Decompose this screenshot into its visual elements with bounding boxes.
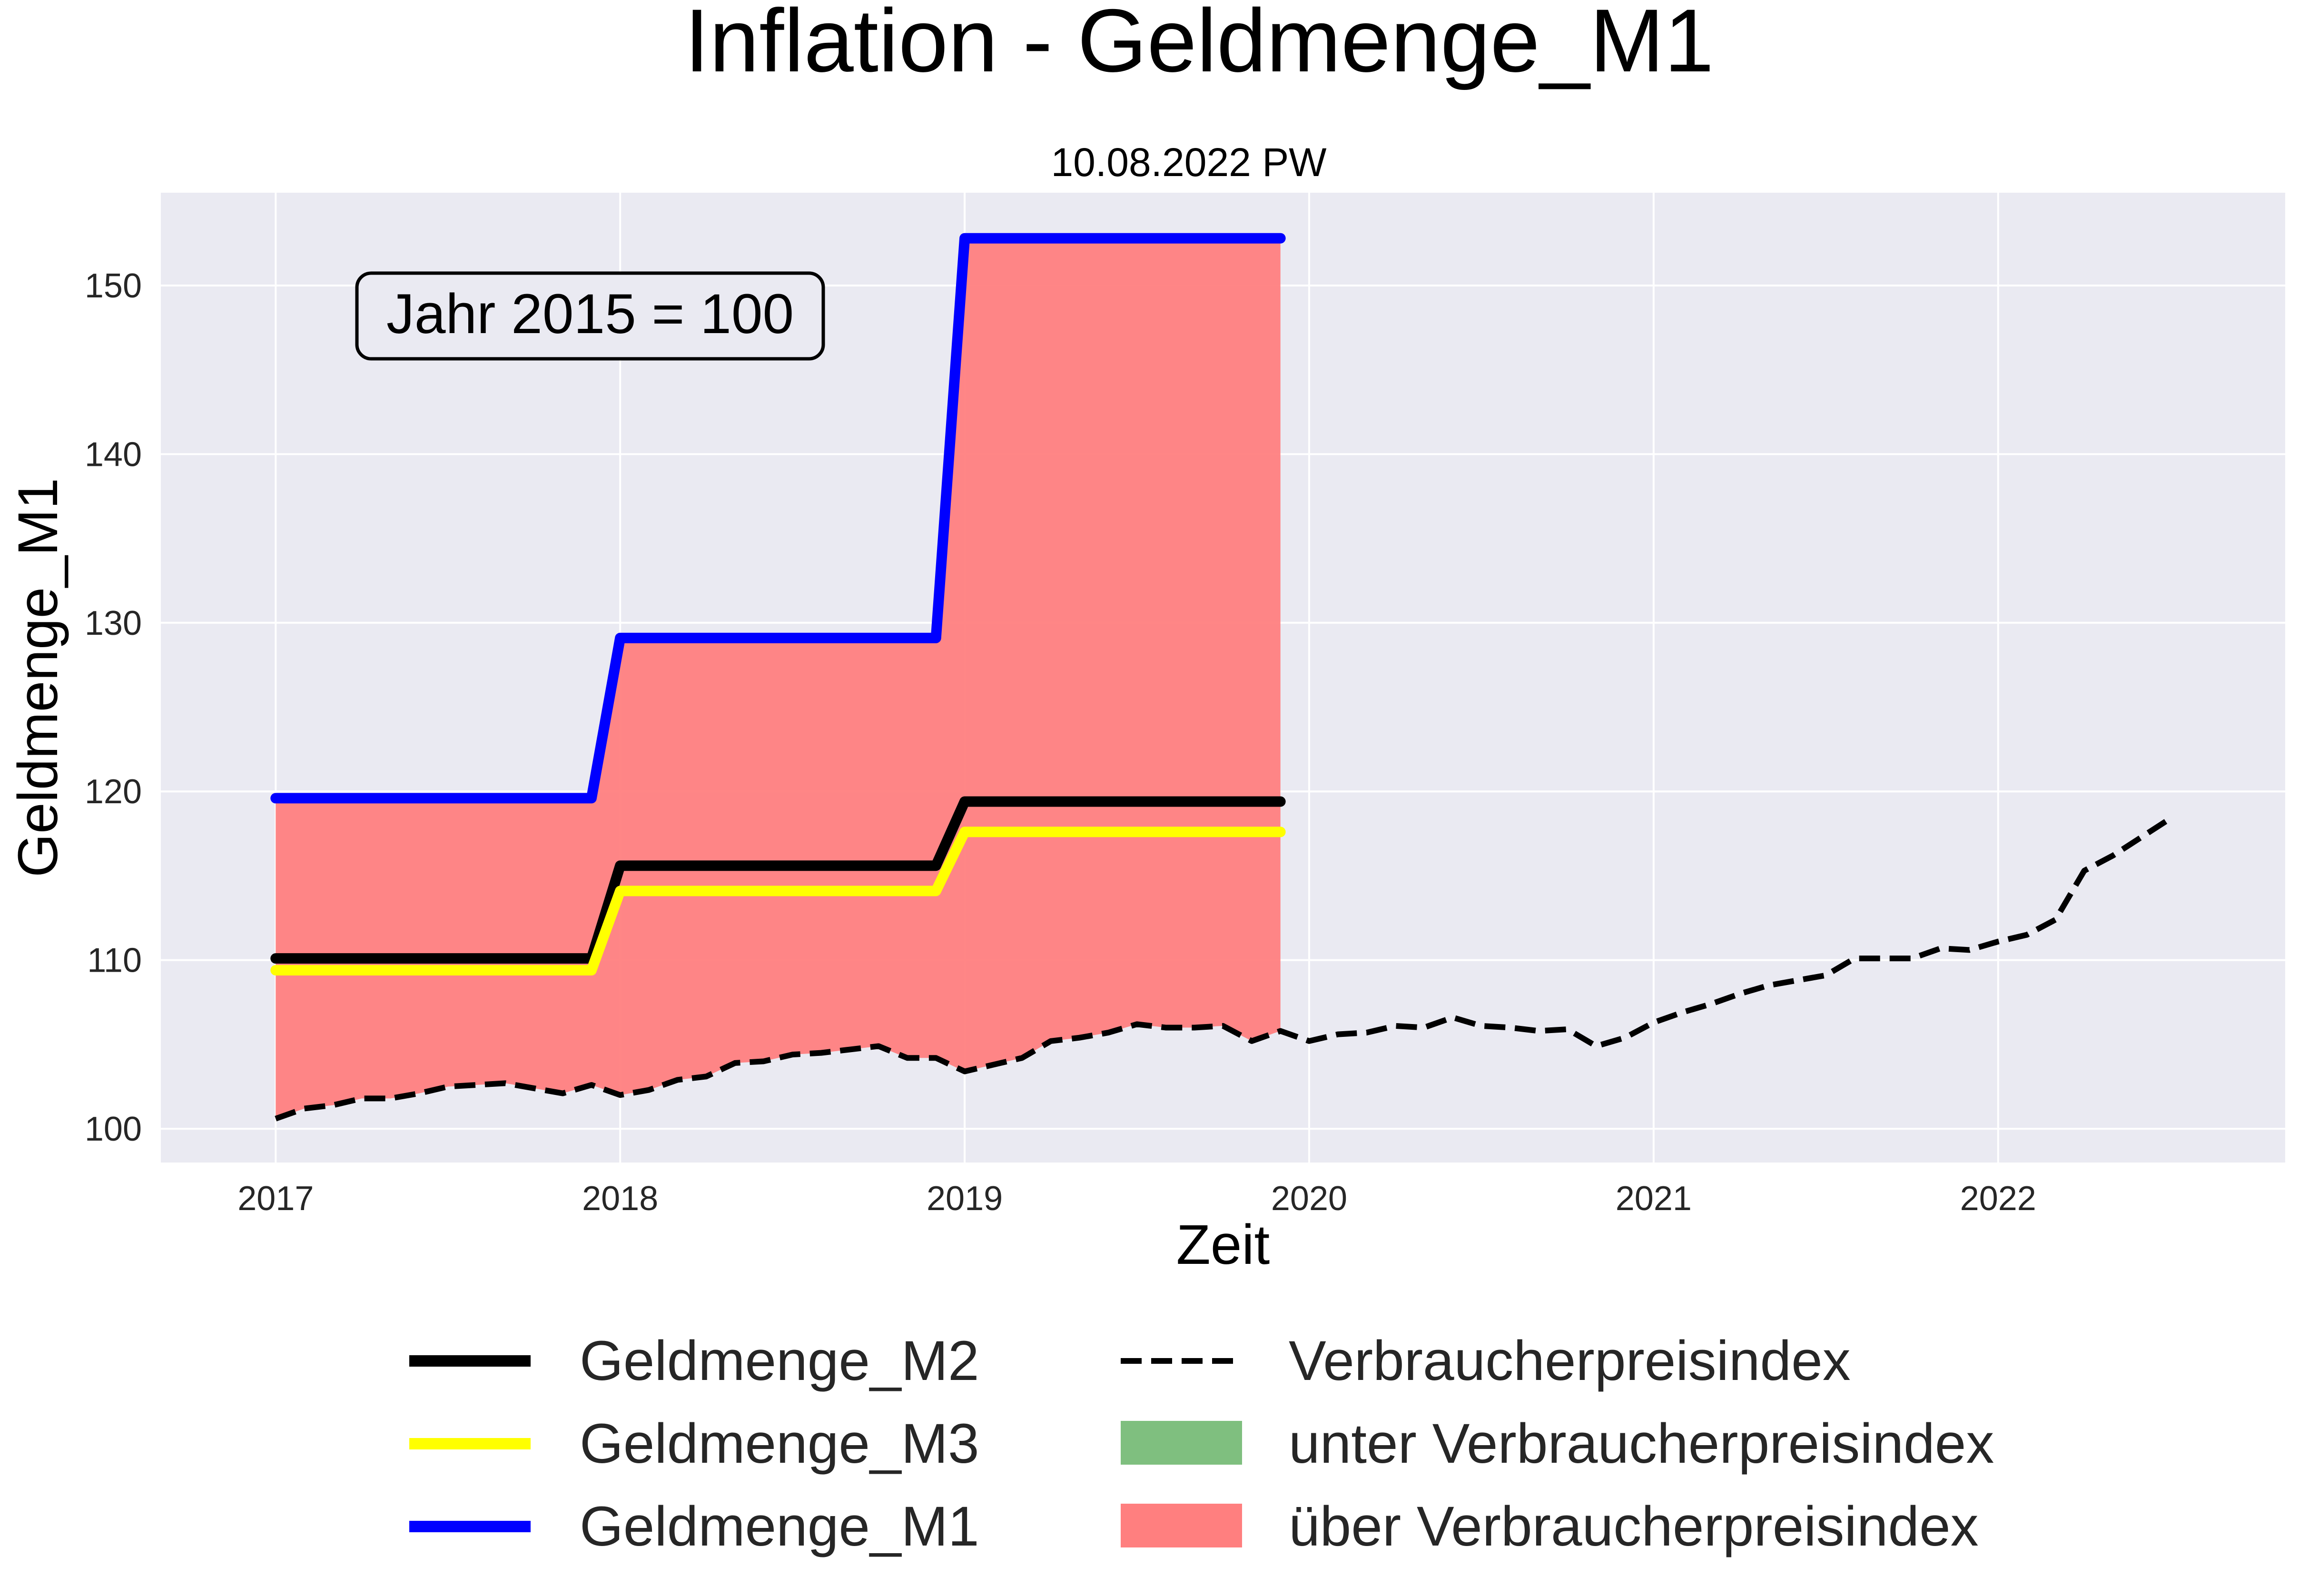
series-line-m1 [270, 233, 1286, 804]
x-axis-label: Zeit [1176, 1213, 1270, 1276]
series-line-vpi [275, 816, 2172, 1122]
y-tick-label: 110 [87, 942, 142, 980]
y-tick-label: 100 [85, 1110, 142, 1148]
y-tick-label: 140 [85, 435, 142, 473]
y-axis-label: Geldmenge_M1 [7, 478, 69, 877]
y-tick-label: 130 [85, 604, 142, 642]
y-tick-label: 150 [85, 267, 142, 305]
x-tick-label: 2018 [582, 1180, 658, 1218]
legend-label-above: über Verbraucherpreisindex [1289, 1495, 1979, 1558]
annotation-box: Jahr 2015 = 100 [355, 271, 825, 361]
series-line-m2 [270, 796, 1286, 964]
legend: Geldmenge_M2 Geldmenge_M3 Geldmenge_M1 V… [409, 1330, 1994, 1558]
legend-label-below: unter Verbraucherpreisindex [1289, 1412, 1994, 1475]
y-tick-label: 120 [85, 773, 142, 811]
legend-label-m2: Geldmenge_M2 [580, 1330, 979, 1392]
legend-label-vpi: Verbraucherpreisindex [1289, 1330, 1851, 1392]
chart-subtitle: 10.08.2022 PW [1051, 140, 1326, 185]
legend-label-m3: Geldmenge_M3 [580, 1412, 979, 1475]
legend-label-m1: Geldmenge_M1 [580, 1495, 979, 1558]
x-tick-label: 2019 [927, 1180, 1003, 1218]
legend-swatch-below [1121, 1421, 1242, 1465]
x-tick-label: 2021 [1616, 1180, 1692, 1218]
series-line-m3 [270, 827, 1286, 975]
legend-swatch-above [1121, 1504, 1242, 1547]
annotation-text: Jahr 2015 = 100 [386, 283, 794, 345]
fill-above-vpi [276, 238, 1281, 1119]
x-tick-label: 2022 [1960, 1180, 2036, 1218]
x-tick-label: 2020 [1271, 1180, 1347, 1218]
x-tick-label: 2017 [237, 1180, 314, 1218]
chart-title: Inflation - Geldmenge_M1 [684, 0, 1714, 90]
